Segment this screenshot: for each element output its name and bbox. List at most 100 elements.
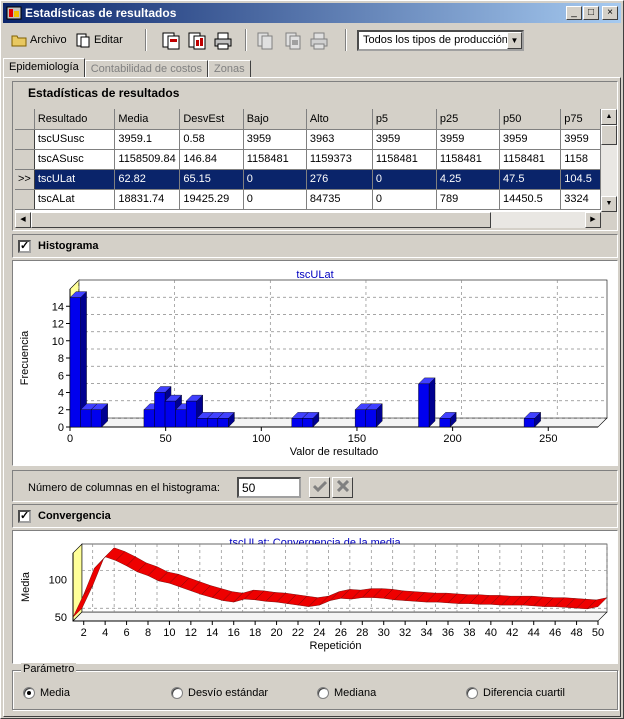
export-icon-disabled[interactable] — [283, 31, 303, 51]
table-row[interactable]: tscALat 18831.74 19425.29 0 84735 0 789 … — [15, 189, 601, 210]
column-header[interactable]: Resultado — [34, 109, 116, 130]
table-cell[interactable]: 0 — [243, 189, 307, 210]
convergence-ribbon-segment — [586, 597, 608, 610]
table-cell[interactable]: 276 — [306, 169, 373, 190]
table-cell[interactable]: 1159373 — [306, 149, 373, 170]
table-cell[interactable]: 47.5 — [499, 169, 562, 190]
copy-table-icon[interactable] — [161, 31, 181, 51]
table-cell[interactable]: 3324 — [560, 189, 601, 210]
radio-media[interactable]: Media — [23, 687, 70, 699]
table-row[interactable]: tscASusc 1158509.84 146.84 1158481 11593… — [15, 149, 601, 170]
table-cell[interactable]: 18831.74 — [114, 189, 181, 210]
table-cell[interactable]: 3959.1 — [114, 129, 181, 150]
edit-menu[interactable]: Editar — [75, 29, 123, 51]
scroll-thumb[interactable] — [601, 125, 617, 145]
table-cell[interactable]: tscALat — [34, 189, 116, 210]
table-cell[interactable]: 146.84 — [179, 149, 244, 170]
print-icon-disabled[interactable] — [309, 31, 329, 51]
histogram-checkbox[interactable]: ✓ — [18, 239, 31, 253]
tab-contabilidad-de-costos[interactable]: Contabilidad de costos — [84, 60, 209, 78]
convergence-section-header[interactable]: ✓ Convergencia — [12, 504, 618, 528]
table-cell[interactable]: 1158481 — [372, 149, 437, 170]
column-header[interactable]: p25 — [436, 109, 501, 130]
scroll-thumb[interactable] — [31, 212, 491, 228]
file-menu[interactable]: Archivo — [11, 29, 67, 51]
table-cell[interactable]: tscUSusc — [34, 129, 116, 150]
column-header[interactable]: Bajo — [243, 109, 307, 130]
x-icon — [336, 479, 349, 493]
table-cell[interactable]: 0 — [372, 189, 437, 210]
table-cell[interactable]: tscULat — [34, 169, 116, 190]
column-header[interactable]: DesvEst — [179, 109, 244, 130]
table-cell[interactable]: 3959 — [436, 129, 501, 150]
tab-epidemiologia[interactable]: Epidemiología — [3, 58, 85, 78]
grid-horizontal-scrollbar[interactable]: ◀ ▶ — [15, 212, 601, 228]
radio-diferencia-cuartil[interactable]: Diferencia cuartil — [466, 687, 565, 699]
histogram-section-header[interactable]: ✓ Histograma — [12, 234, 618, 258]
grid-vertical-scrollbar[interactable]: ▲ ▼ — [601, 109, 617, 212]
table-cell[interactable]: 62.82 — [114, 169, 181, 190]
radio-button-selected[interactable] — [23, 687, 35, 699]
scroll-right-icon[interactable]: ▶ — [585, 212, 601, 228]
production-type-select[interactable]: Todos los tipos de producción ▼ — [357, 30, 524, 51]
table-cell[interactable]: 3959 — [560, 129, 601, 150]
table-cell[interactable]: 65.15 — [179, 169, 244, 190]
table-cell[interactable]: 1158509.84 — [114, 149, 181, 170]
copy-chart-icon[interactable] — [187, 31, 207, 51]
column-header[interactable]: p75 — [560, 109, 601, 130]
columns-input[interactable]: 50 — [237, 477, 301, 498]
tab-bar: Epidemiología Contabilidad de costos Zon… — [3, 58, 251, 78]
row-marker[interactable] — [15, 129, 35, 150]
radio-mediana[interactable]: Mediana — [317, 687, 376, 699]
table-cell[interactable]: 0 — [372, 169, 437, 190]
radio-button[interactable] — [466, 687, 478, 699]
stats-grid[interactable]: Resultado Media DesvEst Bajo Alto p5 p25… — [15, 109, 601, 212]
table-cell[interactable]: tscASusc — [34, 149, 116, 170]
row-marker[interactable] — [15, 189, 35, 210]
histogram-y-tick-label: 2 — [58, 405, 64, 417]
table-cell[interactable]: 104.5 — [560, 169, 601, 190]
radio-button[interactable] — [317, 687, 329, 699]
scroll-left-icon[interactable]: ◀ — [15, 212, 31, 228]
table-cell[interactable]: 789 — [436, 189, 501, 210]
tab-zonas[interactable]: Zonas — [208, 60, 251, 78]
table-cell[interactable]: 0 — [243, 169, 307, 190]
table-cell[interactable]: 3963 — [306, 129, 373, 150]
table-cell[interactable]: 3959 — [372, 129, 437, 150]
print-icon[interactable] — [213, 31, 233, 51]
minimize-button[interactable]: _ — [566, 6, 582, 20]
table-cell[interactable]: 19425.29 — [179, 189, 244, 210]
copy-icon-disabled[interactable] — [255, 31, 275, 51]
table-cell[interactable]: 14450.5 — [499, 189, 562, 210]
row-marker[interactable]: >> — [15, 169, 35, 190]
column-header[interactable]: p50 — [499, 109, 562, 130]
table-row[interactable]: tscUSusc 3959.1 0.58 3959 3963 3959 3959… — [15, 129, 601, 150]
column-header[interactable]: Media — [114, 109, 181, 130]
histogram-x-axis-label: Valor de resultado — [290, 446, 378, 458]
stats-grid-title: Estadísticas de resultados — [28, 86, 180, 100]
close-button[interactable]: × — [602, 6, 618, 20]
convergence-checkbox[interactable]: ✓ — [18, 509, 31, 523]
table-cell[interactable]: 1158481 — [499, 149, 562, 170]
table-cell[interactable]: 3959 — [243, 129, 307, 150]
table-cell[interactable]: 84735 — [306, 189, 373, 210]
cancel-button[interactable] — [332, 477, 353, 498]
accept-button[interactable] — [309, 477, 330, 498]
histogram-section-title: Histograma — [38, 240, 99, 252]
column-header[interactable]: p5 — [372, 109, 437, 130]
table-cell[interactable]: 1158481 — [243, 149, 307, 170]
maximize-button[interactable]: □ — [583, 6, 599, 20]
scroll-up-icon[interactable]: ▲ — [601, 109, 617, 125]
radio-desvio-estandar[interactable]: Desvío estándar — [171, 687, 268, 699]
table-cell[interactable]: 4.25 — [436, 169, 501, 190]
table-cell[interactable]: 0.58 — [179, 129, 244, 150]
radio-button[interactable] — [171, 687, 183, 699]
table-cell[interactable]: 1158481 — [436, 149, 501, 170]
row-marker[interactable] — [15, 149, 35, 170]
table-row-selected[interactable]: >> tscULat 62.82 65.15 0 276 0 4.25 47.5… — [15, 169, 601, 190]
scroll-down-icon[interactable]: ▼ — [601, 196, 617, 212]
chevron-down-icon[interactable]: ▼ — [507, 32, 522, 49]
table-cell[interactable]: 1158 — [560, 149, 601, 170]
column-header[interactable]: Alto — [306, 109, 373, 130]
table-cell[interactable]: 3959 — [499, 129, 562, 150]
